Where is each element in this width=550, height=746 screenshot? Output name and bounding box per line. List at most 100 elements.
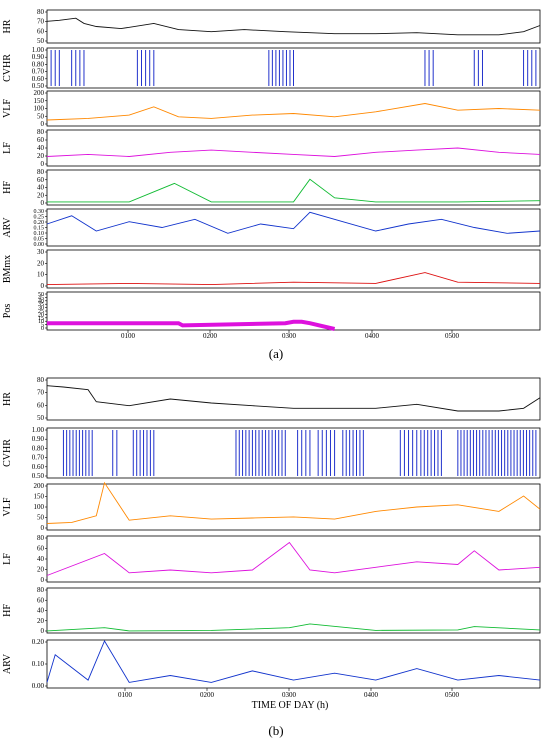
ytick-label: 0 — [41, 160, 45, 168]
plot-frame — [46, 535, 541, 583]
ytick-label: 60 — [37, 176, 45, 184]
ylabel-cvhr: CVHR — [2, 54, 13, 82]
ytick-label: 0 — [41, 120, 45, 128]
ytick-label: 0 — [41, 627, 45, 635]
ytick-label: 10 — [38, 319, 44, 325]
plot-frame — [46, 208, 541, 247]
ytick-label: 20 — [37, 191, 45, 199]
series-line-lf — [46, 147, 541, 157]
ytick-label: 20 — [37, 259, 45, 267]
ytick-label: 0.90 — [32, 53, 45, 61]
subplot-arv: ARV 0.20 0.10 0.00 — [2, 638, 541, 690]
subplot-cvhr: CVHR 1.000.900.800.700.600.50 — [2, 46, 541, 90]
plot-frame — [46, 169, 541, 206]
series-line-lf — [46, 541, 541, 576]
ytick-label: 50 — [37, 414, 45, 422]
ylabel-lf: LF — [2, 553, 13, 565]
ytick-label: 40 — [37, 555, 45, 563]
ytick-label: 0.60 — [32, 75, 45, 83]
ytick-label: 100 — [34, 503, 45, 511]
xtick-label: 0100 — [121, 332, 136, 340]
ylabel-bmmx: BMmx — [2, 255, 13, 283]
xtick-label: 0400 — [364, 691, 379, 699]
ytick-label: 60 — [37, 401, 45, 409]
ytick-label: 0.00 — [32, 682, 45, 690]
subplot-arv: ARV 0.300.250.200.150.100.050.00 — [2, 208, 541, 248]
plot-frame — [46, 587, 541, 634]
ytick-label: 20 — [37, 152, 45, 160]
ytick-label: 0.20 — [34, 220, 45, 226]
ytick-label: 80 — [37, 168, 45, 176]
ytick-label: 40 — [37, 184, 45, 192]
ytick-label: 80 — [37, 128, 45, 136]
ytick-label: 0.50 — [32, 82, 45, 90]
xtick-label: 0300 — [282, 691, 297, 699]
ytick-label: 0.30 — [34, 209, 45, 215]
ytick-label: 60 — [37, 136, 45, 144]
ylabel-vlf: VLF — [2, 497, 13, 516]
ytick-label: 0.90 — [32, 435, 45, 443]
ytick-label: 30 — [38, 306, 44, 312]
ylabel-arv: ARV — [2, 217, 13, 238]
plot-frame — [46, 377, 541, 421]
ytick-label: 0.70 — [32, 454, 45, 462]
panel-b-caption: (b) — [268, 723, 283, 738]
ytick-label: 0 — [41, 524, 45, 532]
series-line-vlf — [46, 103, 541, 121]
ytick-label: 1.00 — [32, 46, 45, 54]
ylabel-vlf: VLF — [2, 99, 13, 118]
ytick-label: 50 — [38, 292, 44, 298]
series-line-vlf — [46, 481, 541, 524]
ytick-label: 15 — [38, 316, 44, 322]
ylabel-hf: HF — [2, 604, 13, 617]
panel-a: HR80706050CVHR1.000.900.800.700.600.50VL… — [2, 8, 541, 340]
ytick-label: 0.80 — [32, 60, 45, 68]
ytick-label: 80 — [37, 534, 45, 542]
plot-frame — [46, 129, 541, 167]
ytick-label: 0.10 — [32, 660, 45, 668]
xtick-label: 0300 — [282, 332, 297, 340]
xtick-label: 0500 — [445, 332, 460, 340]
ytick-label: 100 — [34, 105, 45, 113]
xtick-label: 0200 — [200, 691, 215, 699]
ytick-label: 5 — [41, 323, 44, 329]
panel-b-xlabel: TIME OF DAY (h) — [252, 700, 329, 711]
ytick-label: 0.20 — [32, 638, 45, 646]
ytick-label: 10 — [37, 271, 45, 279]
ytick-label: 20 — [37, 617, 45, 625]
ytick-label: 150 — [34, 97, 45, 105]
panel-b: HR80706050CVHR1.000.900.800.700.600.50VL… — [2, 376, 541, 699]
plot-frame — [46, 427, 541, 479]
ytick-label: 70 — [37, 389, 45, 397]
plot-frame — [46, 483, 541, 531]
ylabel-hr: HR — [2, 392, 13, 406]
ytick-label: 0.00 — [34, 242, 45, 248]
ytick-label: 0.50 — [32, 472, 45, 480]
series-line-arv — [46, 211, 541, 234]
ylabel-cvhr: CVHR — [2, 439, 13, 467]
ytick-label: 0 — [41, 326, 44, 332]
ytick-label: 80 — [37, 586, 45, 594]
ytick-label: 80 — [37, 376, 45, 384]
xtick-label: 0100 — [118, 691, 133, 699]
ytick-label: 150 — [34, 493, 45, 501]
series-line-hr — [46, 17, 541, 36]
ylabel-lf: LF — [2, 142, 13, 154]
subplot-bmmx: BMmx 30 20 10 0 — [2, 248, 541, 290]
ytick-label: 50 — [37, 514, 45, 522]
ytick-label: 40 — [37, 144, 45, 152]
ytick-label: 0 — [41, 282, 45, 290]
ytick-label: 80 — [37, 8, 45, 16]
ytick-label: 20 — [38, 312, 44, 318]
ytick-label: 200 — [34, 89, 45, 97]
ytick-label: 0.05 — [34, 237, 45, 243]
series-line-hf — [47, 178, 541, 203]
ytick-label: 30 — [37, 248, 45, 256]
